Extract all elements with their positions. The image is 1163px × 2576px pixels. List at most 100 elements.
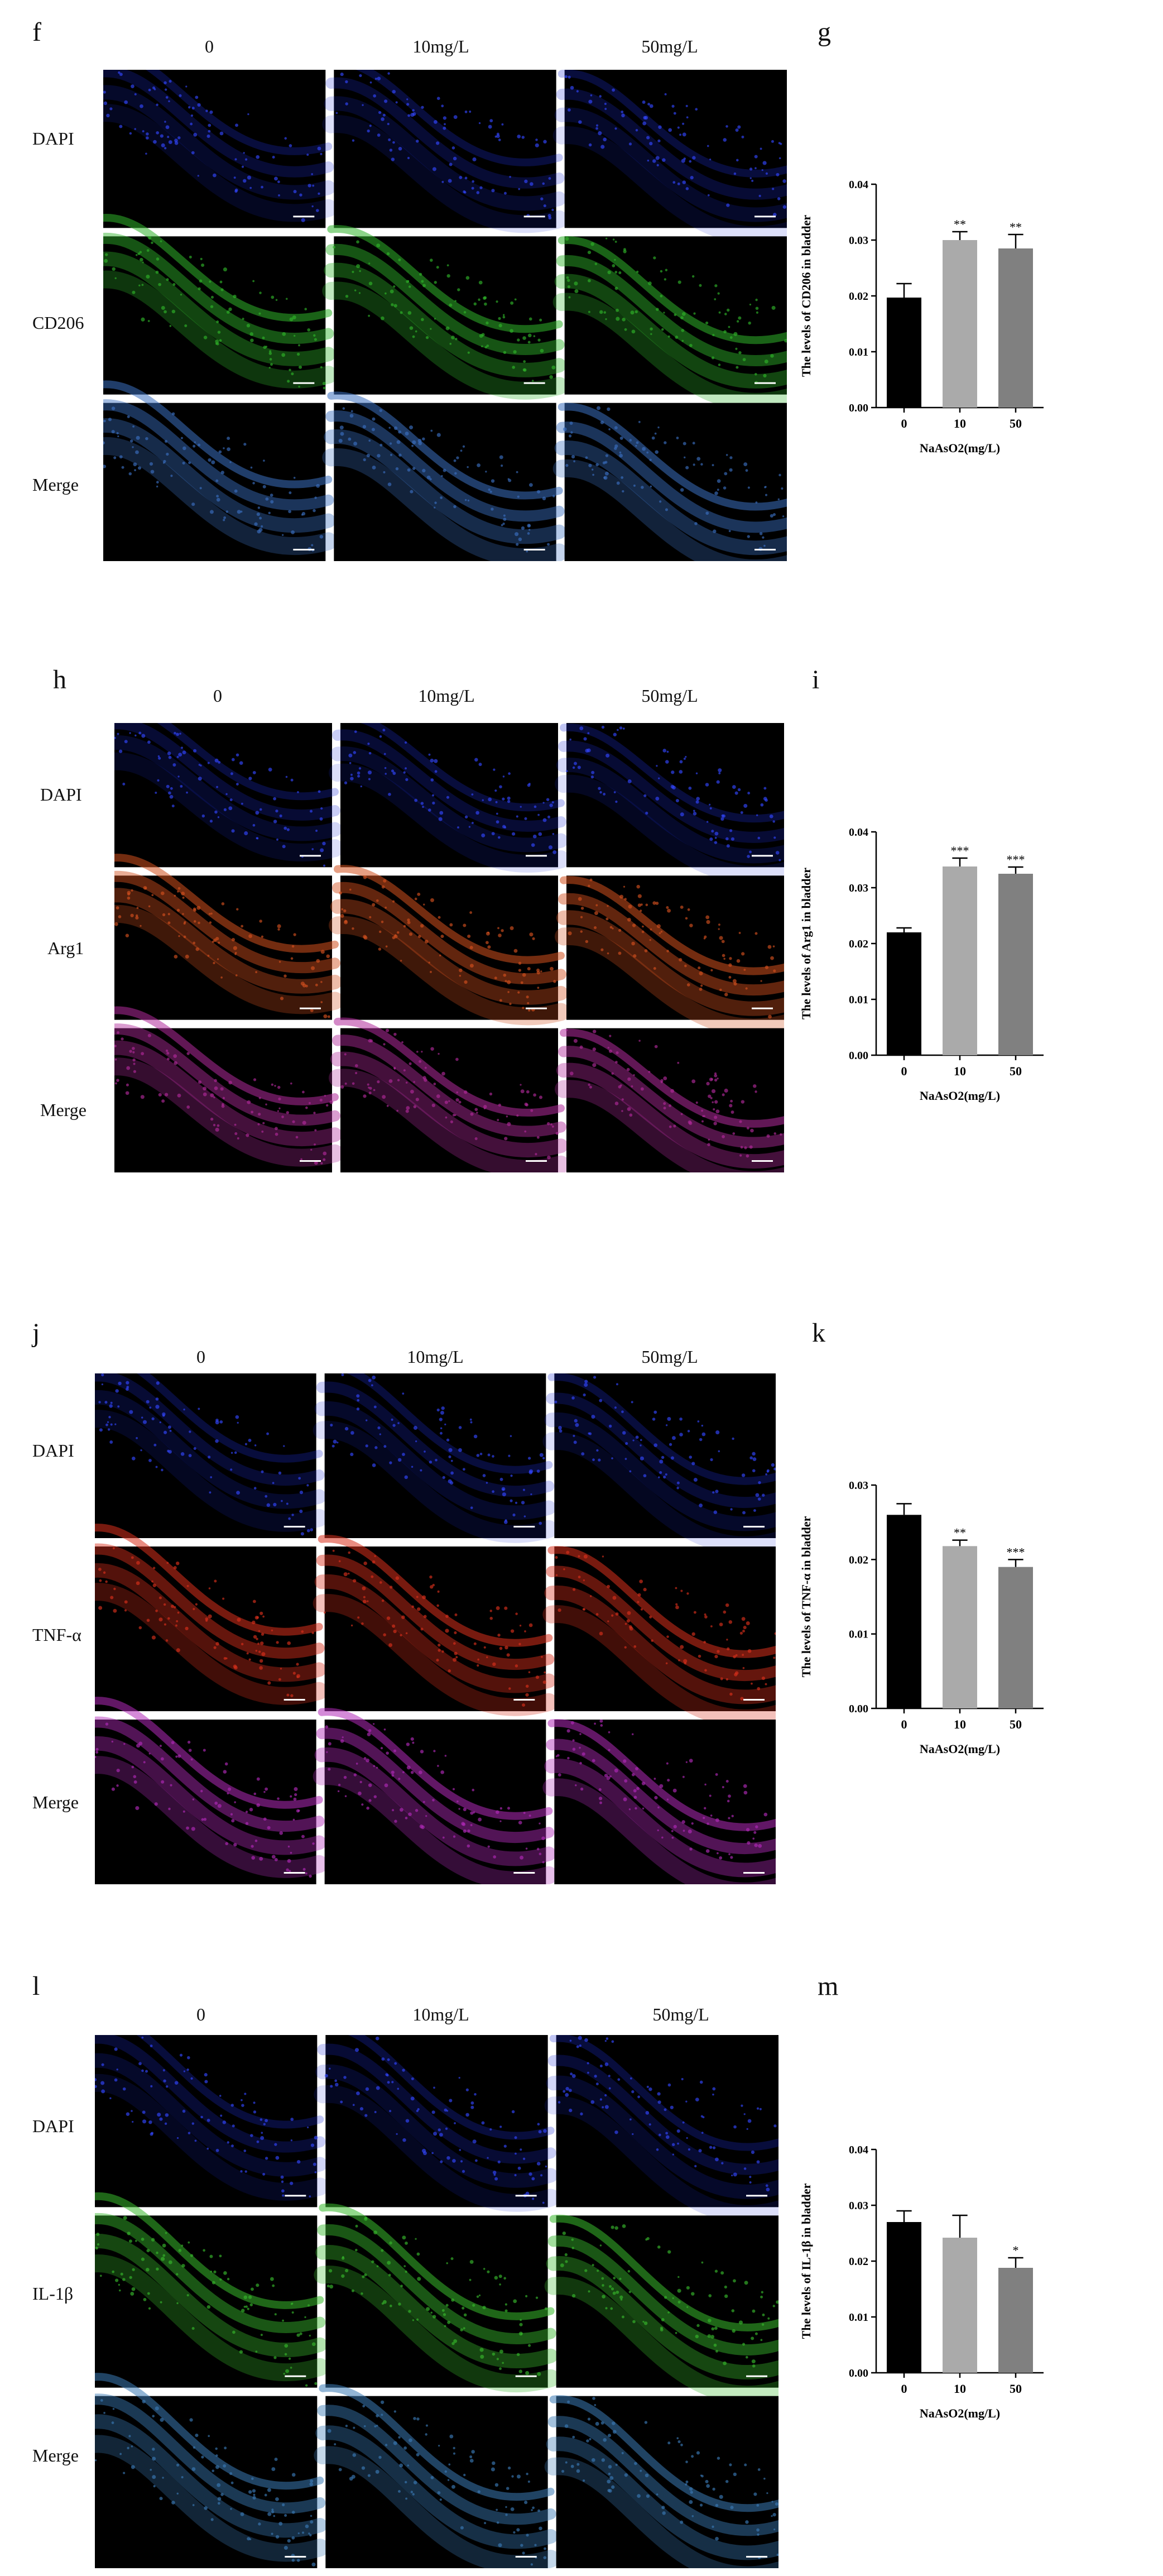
column-header: 0: [196, 2004, 205, 2024]
scale-bar: [285, 2556, 306, 2558]
micrograph-tile: [322, 391, 568, 561]
scale-bar: [300, 1007, 321, 1009]
x-axis-label: NaAsO2(mg/L): [920, 2406, 1000, 2420]
column-header: 0: [196, 1347, 205, 1367]
micrograph-tile: [114, 723, 344, 868]
scale-bar: [752, 855, 773, 857]
chart-label: m: [818, 1971, 839, 2001]
bar: [887, 1515, 921, 1708]
micrograph-tile: [95, 1697, 328, 1884]
micrograph-tile: [95, 2035, 329, 2208]
panel-label: l: [32, 1971, 40, 2001]
x-tick-label: 0: [901, 1717, 907, 1731]
micrograph-tile: [552, 236, 787, 411]
bar: [998, 2268, 1033, 2373]
panel-l: l 0 10mg/L 50mg/L DAPI IL-1β Merge m The…: [0, 1954, 1163, 2574]
column-header: 10mg/L: [407, 1347, 464, 1367]
scale-bar: [754, 216, 776, 218]
row-label: DAPI: [32, 1440, 74, 1461]
row-label: DAPI: [32, 128, 74, 149]
y-tick-label: 0.02: [849, 1554, 868, 1566]
y-axis-label: The levels of CD206 in bladder: [799, 215, 813, 377]
scale-bar: [526, 1007, 547, 1009]
significance-marker: ***: [951, 844, 969, 858]
x-tick-label: 10: [954, 1064, 966, 1078]
column-header: 50mg/L: [641, 686, 698, 706]
micrograph-tile: [114, 1006, 344, 1172]
micrograph-grid: [103, 70, 787, 561]
y-tick-label: 0.01: [849, 346, 868, 358]
bar-chart: The levels of Arg1 in bladder 0.00 0.01 0.0…: [799, 826, 1044, 1103]
column-header: 10mg/L: [412, 2004, 469, 2024]
x-axis-label: NaAsO2(mg/L): [920, 1089, 1000, 1103]
micrograph-tile: [313, 1535, 558, 1716]
row-label: Arg1: [47, 938, 84, 958]
x-tick-label: 50: [1010, 1717, 1022, 1731]
panel-j: j 0 10mg/L 50mg/L DAPI TNF-α Merge k The…: [0, 1301, 1163, 1893]
scale-bar: [293, 549, 315, 550]
x-tick-label: 10: [954, 2382, 966, 2396]
scale-bar: [743, 1699, 765, 1701]
scale-bar: [515, 2195, 537, 2197]
row-label: Merge: [32, 1792, 79, 1812]
scale-bar: [513, 1699, 535, 1701]
scale-bar: [752, 1160, 773, 1162]
scale-bar: [515, 2375, 537, 2377]
bar-chart: The levels of TNF-α in bladder 0.00 0.01 0.…: [799, 1479, 1044, 1756]
scale-bar: [743, 1872, 765, 1874]
x-tick-label: 0: [901, 2382, 907, 2396]
scale-bar: [293, 382, 315, 384]
micrograph-tile: [322, 225, 568, 400]
x-tick-label: 0: [901, 1064, 907, 1078]
y-tick-label: 0.00: [849, 402, 868, 414]
y-tick-label: 0.02: [849, 2256, 868, 2268]
micrograph-tile: [95, 1524, 328, 1711]
micrograph-tile: [95, 2192, 329, 2388]
y-tick-label: 0.00: [849, 2367, 868, 2379]
column-header: 0: [205, 36, 214, 56]
micrograph-tile: [103, 214, 338, 395]
column-header: 50mg/L: [652, 2004, 709, 2024]
micrograph-tile: [552, 403, 787, 561]
micrograph-tile: [542, 1373, 776, 1554]
y-tick-label: 0.02: [849, 290, 868, 303]
y-tick-label: 0.00: [849, 1050, 868, 1062]
chart-label: k: [812, 1318, 825, 1348]
micrograph-tile: [314, 2035, 560, 2212]
bar: [998, 874, 1033, 1055]
micrograph-tile: [313, 1373, 558, 1543]
y-tick-label: 0.01: [849, 1629, 868, 1641]
y-tick-label: 0.04: [849, 179, 868, 191]
scale-bar: [283, 1526, 305, 1528]
row-label: CD206: [32, 313, 84, 333]
column-header: 50mg/L: [641, 1347, 698, 1367]
y-tick-label: 0.02: [849, 938, 868, 950]
bar: [943, 866, 977, 1055]
micrograph-grid: [95, 1373, 776, 1884]
micrograph-tile: [103, 380, 338, 561]
chart-label: i: [812, 665, 820, 695]
bar: [887, 2222, 921, 2373]
y-axis-label: The levels of Arg1 in bladder: [799, 868, 813, 1019]
bar-chart: The levels of CD206 in bladder 0.00 0.01 0.…: [799, 179, 1044, 455]
micrograph-tile: [329, 723, 570, 873]
y-tick-label: 0.04: [849, 2144, 868, 2156]
y-tick-label: 0.00: [849, 1703, 868, 1715]
scale-bar: [300, 855, 321, 857]
scale-bar: [285, 2195, 306, 2197]
column-header: 10mg/L: [412, 36, 469, 56]
micrograph-tile: [314, 2203, 560, 2392]
y-axis-label: The levels of IL-1β in bladder: [799, 2183, 813, 2339]
x-tick-label: 0: [901, 416, 907, 430]
micrograph-grid: [114, 723, 784, 1172]
y-axis-label: The levels of TNF-α in bladder: [799, 1516, 813, 1677]
row-label: Merge: [32, 475, 79, 495]
micrograph-tile: [322, 70, 568, 233]
scale-bar: [746, 2375, 767, 2377]
micrograph-tile: [555, 1028, 784, 1172]
bar: [943, 2238, 977, 2373]
scale-bar: [526, 1160, 547, 1162]
row-label: TNF-α: [32, 1625, 81, 1645]
x-axis-label: NaAsO2(mg/L): [920, 441, 1000, 455]
scale-bar: [513, 1872, 535, 1874]
